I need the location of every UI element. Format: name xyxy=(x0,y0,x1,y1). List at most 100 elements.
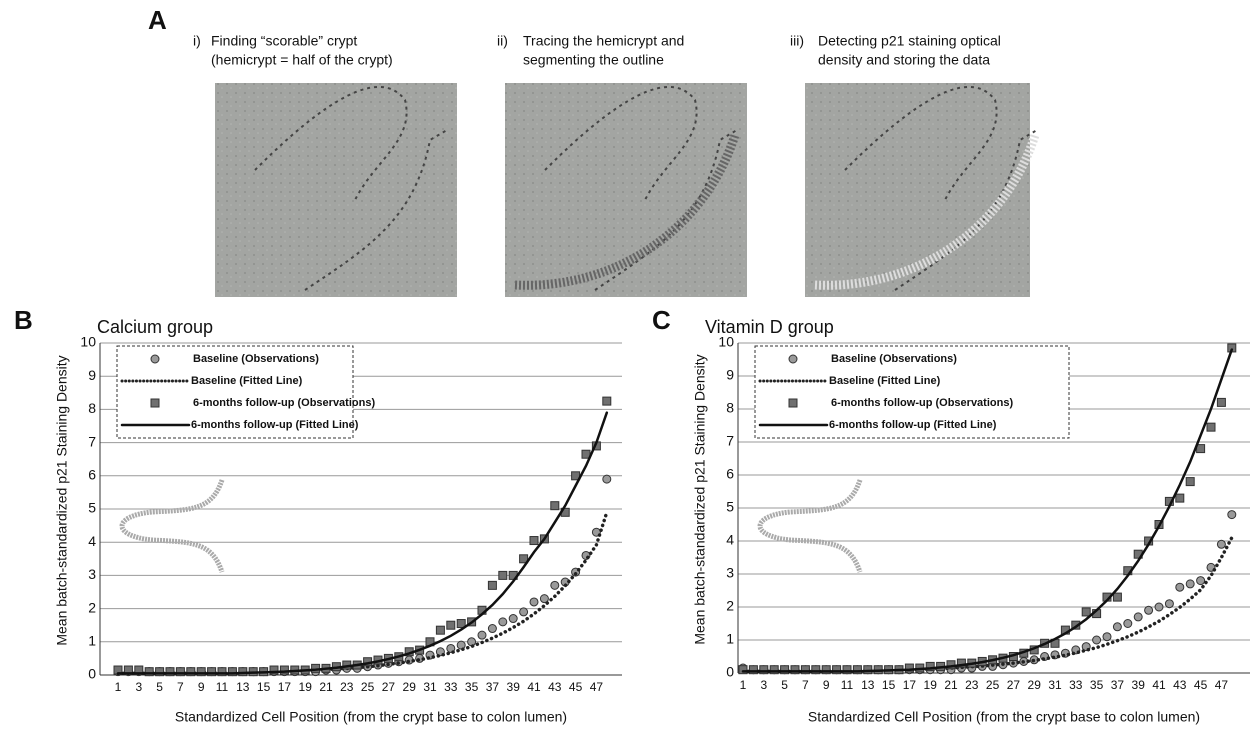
step-number: i) xyxy=(193,33,201,49)
micrograph xyxy=(215,83,457,297)
data-point xyxy=(467,637,477,647)
legend-swatch xyxy=(150,398,160,408)
data-point xyxy=(456,619,466,629)
data-point xyxy=(1102,632,1112,642)
data-point xyxy=(1133,612,1143,622)
legend-label: Baseline (Observations) xyxy=(831,353,957,365)
y-axis-label: Mean batch-standardized p21 Staining Den… xyxy=(691,354,708,645)
data-point xyxy=(904,663,914,673)
x-tick-label: 31 xyxy=(423,680,437,694)
data-point xyxy=(550,580,560,590)
y-tick-label: 5 xyxy=(88,500,96,516)
y-tick-label: 1 xyxy=(88,633,96,649)
x-tick-label: 3 xyxy=(135,680,142,694)
x-tick-label: 27 xyxy=(1007,678,1021,692)
x-tick-label: 39 xyxy=(1132,678,1146,692)
data-point xyxy=(821,665,831,675)
y-tick-label: 3 xyxy=(726,565,734,581)
data-point xyxy=(539,594,549,604)
y-tick-label: 7 xyxy=(726,433,734,449)
data-point xyxy=(1175,582,1185,592)
y-tick-label: 5 xyxy=(726,499,734,515)
y-tick-label: 6 xyxy=(88,467,96,483)
y-tick-label: 7 xyxy=(88,433,96,449)
legend-swatch xyxy=(788,398,798,408)
tissue-outline xyxy=(304,129,448,291)
tissue-outline xyxy=(594,129,738,291)
data-point xyxy=(207,667,217,677)
data-point xyxy=(144,667,154,677)
x-tick-label: 19 xyxy=(924,678,938,692)
data-point xyxy=(1206,422,1216,432)
data-point xyxy=(269,665,279,675)
legend-label: 6-months follow-up (Fitted Line) xyxy=(191,419,359,431)
legend-label: 6-months follow-up (Fitted Line) xyxy=(829,419,997,431)
data-point xyxy=(759,665,769,675)
data-point xyxy=(508,614,518,624)
hemicrypt-trace xyxy=(514,133,740,290)
chart-title: Calcium group xyxy=(97,317,213,337)
x-tick-label: 33 xyxy=(444,680,458,694)
data-point xyxy=(1144,605,1154,615)
x-tick-label: 29 xyxy=(403,680,417,694)
y-tick-label: 2 xyxy=(726,598,734,614)
x-tick-label: 23 xyxy=(965,678,979,692)
data-point xyxy=(832,665,842,675)
x-tick-label: 47 xyxy=(1215,678,1229,692)
data-point xyxy=(550,501,560,511)
x-tick-label: 13 xyxy=(861,678,875,692)
step-text: density and storing the data xyxy=(818,52,990,68)
data-point xyxy=(487,580,497,590)
micrograph xyxy=(805,83,1030,297)
y-tick-label: 0 xyxy=(88,666,96,682)
step-text: Detecting p21 staining optical xyxy=(818,33,1001,49)
legend: Baseline (Observations) Baseline (Fitted … xyxy=(116,345,375,439)
x-tick-label: 47 xyxy=(590,680,604,694)
x-tick-label: 41 xyxy=(1152,678,1166,692)
y-tick-label: 6 xyxy=(726,466,734,482)
x-tick-label: 43 xyxy=(1173,678,1187,692)
x-tick-label: 17 xyxy=(903,678,917,692)
data-point xyxy=(186,667,196,677)
panel-label: C xyxy=(652,305,671,335)
x-tick-label: 9 xyxy=(198,680,205,694)
x-tick-label: 23 xyxy=(340,680,354,694)
data-point xyxy=(790,665,800,675)
x-tick-label: 5 xyxy=(781,678,788,692)
x-tick-label: 41 xyxy=(527,680,541,694)
data-point xyxy=(529,536,539,546)
fitted-line xyxy=(116,411,609,675)
chart-title: Vitamin D group xyxy=(705,317,834,337)
x-tick-label: 1 xyxy=(740,678,747,692)
x-axis-label: Standardized Cell Position (from the cry… xyxy=(808,709,1200,725)
data-point xyxy=(477,630,487,640)
data-point xyxy=(1196,576,1206,586)
data-point xyxy=(529,597,539,607)
y-tick-label: 9 xyxy=(726,367,734,383)
data-point xyxy=(852,665,862,675)
x-tick-label: 35 xyxy=(465,680,479,694)
x-tick-label: 37 xyxy=(1111,678,1125,692)
legend-swatch xyxy=(150,354,160,364)
data-point xyxy=(498,617,508,627)
data-point xyxy=(498,570,508,580)
tissue-outline xyxy=(544,86,698,201)
y-tick-label: 10 xyxy=(80,334,96,350)
step-text: Finding “scorable” crypt xyxy=(211,33,357,49)
data-point xyxy=(800,665,810,675)
x-tick-label: 45 xyxy=(569,680,583,694)
x-tick-label: 19 xyxy=(299,680,313,694)
x-tick-label: 5 xyxy=(156,680,163,694)
step-text: Tracing the hemicrypt and xyxy=(523,33,684,49)
data-point xyxy=(748,665,758,675)
x-tick-label: 13 xyxy=(236,680,250,694)
y-tick-label: 8 xyxy=(726,400,734,416)
legend-label: 6-months follow-up (Observations) xyxy=(193,397,375,409)
data-point xyxy=(1175,493,1185,503)
legend: Baseline (Observations) Baseline (Fitted … xyxy=(754,345,1070,439)
data-point xyxy=(811,665,821,675)
y-tick-label: 4 xyxy=(726,532,734,548)
step-number: iii) xyxy=(790,33,804,49)
data-point xyxy=(165,667,175,677)
data-point xyxy=(519,554,529,564)
